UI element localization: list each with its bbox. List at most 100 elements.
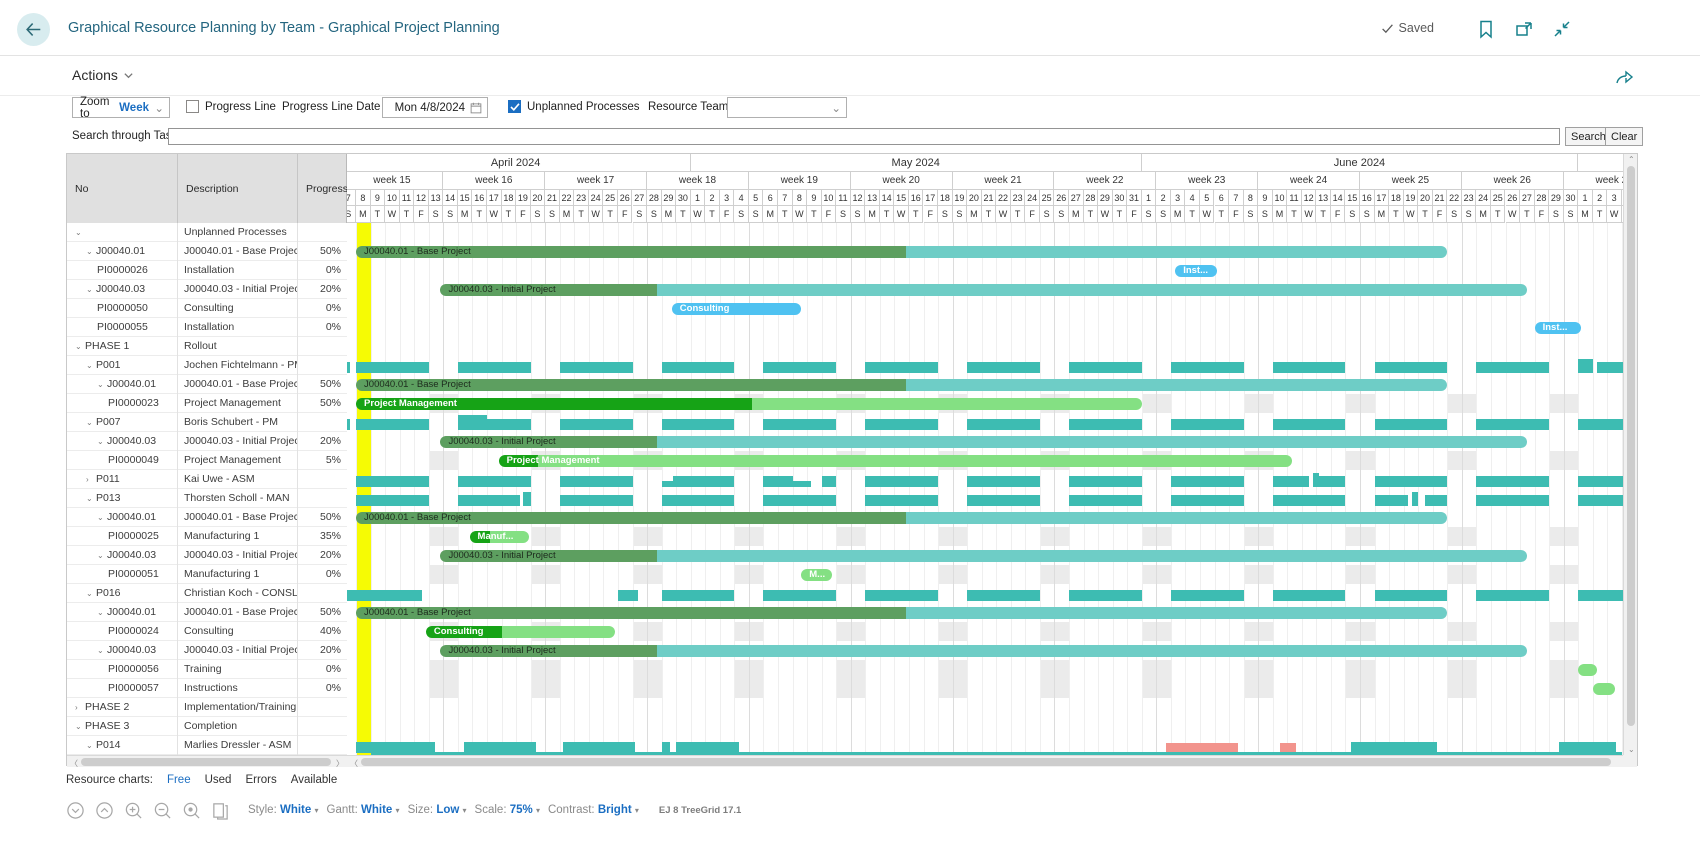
- table-row[interactable]: ⌄ J00040.01 J00040.01 - Base Project 50%: [67, 375, 347, 394]
- scroll-right-icon[interactable]: 〉: [336, 759, 344, 768]
- table-row[interactable]: PI0000056 Training 0%: [67, 660, 347, 679]
- resource-chart-link-errors[interactable]: Errors: [245, 774, 277, 786]
- table-row[interactable]: ⌄ PHASE 1 Rollout: [67, 337, 347, 356]
- collapse-all-icon[interactable]: [95, 801, 114, 820]
- view-setting-gantt[interactable]: Gantt: White ▾: [326, 804, 400, 816]
- table-row[interactable]: PI0000025 Manufacturing 1 35%: [67, 527, 347, 546]
- zoom-in-icon[interactable]: [124, 801, 143, 820]
- row-chevron-icon[interactable]: ⌄: [75, 228, 82, 237]
- view-setting-size[interactable]: Size: Low ▾: [407, 804, 467, 816]
- table-row[interactable]: ⌄ P013 Thorsten Scholl - MAN: [67, 489, 347, 508]
- table-row[interactable]: ⌄ P007 Boris Schubert - PM: [67, 413, 347, 432]
- scroll-down-icon[interactable]: ⌄: [1628, 745, 1635, 754]
- table-row[interactable]: › P011 Kai Uwe - ASM: [67, 470, 347, 489]
- table-row[interactable]: ⌄ P001 Jochen Fichtelmann - PM: [67, 356, 347, 375]
- share-icon[interactable]: [1614, 66, 1634, 86]
- expand-all-icon[interactable]: [66, 801, 85, 820]
- table-row[interactable]: ⌄ J00040.01 J00040.01 - Base Project 50%: [67, 508, 347, 527]
- back-button[interactable]: [17, 13, 50, 46]
- gantt-bar-group[interactable]: J00040.03 - Initial Project: [440, 283, 1528, 296]
- gantt-bar-group[interactable]: J00040.03 - Initial Project: [440, 549, 1528, 562]
- table-row[interactable]: ⌄ J00040.03 J00040.03 - Initial Project 20%: [67, 280, 347, 299]
- gantt-bar-task[interactable]: [1578, 663, 1598, 676]
- gantt-bar-task[interactable]: [1592, 682, 1615, 695]
- scroll-left-icon[interactable]: 〈: [70, 759, 78, 768]
- actions-menu[interactable]: Actions: [72, 67, 134, 83]
- resource-chart-link-available[interactable]: Available: [290, 774, 338, 786]
- row-chevron-icon[interactable]: ⌄: [86, 741, 93, 750]
- column-header-description[interactable]: Description: [178, 154, 298, 223]
- table-row[interactable]: ⌄ J00040.03 J00040.03 - Initial Project 20%: [67, 641, 347, 660]
- scroll-up-icon[interactable]: ⌃: [1628, 155, 1635, 164]
- progress-line-date-input[interactable]: Mon 4/8/2024: [382, 97, 488, 118]
- row-chevron-icon[interactable]: ⌄: [97, 551, 104, 560]
- row-chevron-icon[interactable]: ⌄: [86, 285, 93, 294]
- gantt-bar-task[interactable]: Project Management: [498, 454, 1292, 467]
- table-row[interactable]: ⌄ J00040.01 J00040.01 - Base Project 50%: [67, 603, 347, 622]
- row-chevron-icon[interactable]: ⌄: [97, 646, 104, 655]
- view-setting-style[interactable]: Style: White ▾: [248, 804, 319, 816]
- table-row[interactable]: ⌄ P014 Marlies Dressler - ASM: [67, 736, 347, 755]
- zoom-to-select[interactable]: Zoom to Week ⌄: [72, 96, 170, 120]
- gantt-bar-group[interactable]: J00040.01 - Base Project: [356, 511, 1448, 524]
- open-in-new-window-icon[interactable]: [1514, 19, 1534, 39]
- table-row[interactable]: PI0000057 Instructions 0%: [67, 679, 347, 698]
- scroll-left-icon[interactable]: 〈: [350, 759, 358, 768]
- row-chevron-icon[interactable]: ⌄: [86, 589, 93, 598]
- gantt-bar-unplanned[interactable]: Consulting: [671, 302, 802, 315]
- column-header-no[interactable]: No: [67, 154, 178, 223]
- table-row[interactable]: › PHASE 2 Implementation/Training: [67, 698, 347, 717]
- row-chevron-icon[interactable]: ⌄: [86, 494, 93, 503]
- bookmark-icon[interactable]: [1476, 19, 1496, 39]
- gantt-bar-task[interactable]: Manuf...: [469, 530, 530, 543]
- row-chevron-icon[interactable]: ⌄: [97, 608, 104, 617]
- table-row[interactable]: PI0000049 Project Management 5%: [67, 451, 347, 470]
- row-chevron-icon[interactable]: ⌄: [75, 342, 82, 351]
- gantt-bar-group[interactable]: J00040.03 - Initial Project: [440, 644, 1528, 657]
- clear-button[interactable]: Clear: [1605, 127, 1644, 146]
- print-pages-icon[interactable]: [211, 801, 230, 820]
- gantt-bar-group[interactable]: J00040.01 - Base Project: [356, 245, 1448, 258]
- gantt-vertical-scrollbar[interactable]: ⌃ ⌄: [1623, 154, 1637, 755]
- progress-line-checkbox[interactable]: [186, 100, 199, 113]
- gantt-bar-unplanned[interactable]: Inst...: [1175, 264, 1218, 277]
- zoom-out-icon[interactable]: [153, 801, 172, 820]
- table-row[interactable]: PI0000024 Consulting 40%: [67, 622, 347, 641]
- table-row[interactable]: ⌄ J00040.03 J00040.03 - Initial Project 20%: [67, 546, 347, 565]
- zoom-reset-icon[interactable]: [182, 801, 201, 820]
- gantt-horizontal-scrollbar[interactable]: 〈: [347, 755, 1623, 768]
- gantt-bar-task[interactable]: Project Management: [356, 397, 1142, 410]
- search-tasks-input[interactable]: [168, 128, 1560, 145]
- gantt-bar-unplanned[interactable]: Inst...: [1534, 321, 1582, 334]
- table-row[interactable]: ⌄ J00040.01 J00040.01 - Base Project 50%: [67, 242, 347, 261]
- collapse-icon[interactable]: [1552, 19, 1572, 39]
- row-chevron-icon[interactable]: ⌄: [75, 722, 82, 731]
- table-row[interactable]: PI0000026 Installation 0%: [67, 261, 347, 280]
- resource-chart-link-free[interactable]: Free: [166, 774, 191, 786]
- row-chevron-icon[interactable]: ⌄: [86, 361, 93, 370]
- unplanned-processes-checkbox[interactable]: [508, 100, 521, 113]
- gantt-bar-group[interactable]: J00040.01 - Base Project: [356, 606, 1448, 619]
- resource-chart-link-used[interactable]: Used: [204, 774, 232, 786]
- table-row[interactable]: ⌄ J00040.03 J00040.03 - Initial Project 20%: [67, 432, 347, 451]
- gantt-bar-group[interactable]: J00040.03 - Initial Project: [440, 435, 1528, 448]
- row-chevron-icon[interactable]: ⌄: [86, 247, 93, 256]
- row-chevron-icon[interactable]: ⌄: [86, 418, 93, 427]
- table-horizontal-scrollbar[interactable]: 〈 〉: [67, 755, 347, 768]
- table-row[interactable]: PI0000051 Manufacturing 1 0%: [67, 565, 347, 584]
- table-row[interactable]: PI0000023 Project Management 50%: [67, 394, 347, 413]
- row-chevron-icon[interactable]: ⌄: [97, 380, 104, 389]
- row-chevron-icon[interactable]: ›: [86, 475, 89, 484]
- gantt-bar-group[interactable]: J00040.01 - Base Project: [356, 378, 1448, 391]
- table-row[interactable]: ⌄ P016 Christian Koch - CONSL: [67, 584, 347, 603]
- column-header-progress[interactable]: Progress: [306, 182, 349, 195]
- row-chevron-icon[interactable]: ⌄: [97, 437, 104, 446]
- calendar-icon[interactable]: [470, 102, 482, 114]
- table-row[interactable]: PI0000055 Installation 0%: [67, 318, 347, 337]
- row-chevron-icon[interactable]: ›: [75, 703, 78, 712]
- view-setting-scale[interactable]: Scale: 75% ▾: [474, 804, 540, 816]
- gantt-bar-task[interactable]: M...: [801, 568, 832, 581]
- table-row[interactable]: PI0000050 Consulting 0%: [67, 299, 347, 318]
- resource-team-select[interactable]: ⌄: [727, 97, 847, 118]
- table-row[interactable]: ⌄ Unplanned Processes: [67, 223, 347, 242]
